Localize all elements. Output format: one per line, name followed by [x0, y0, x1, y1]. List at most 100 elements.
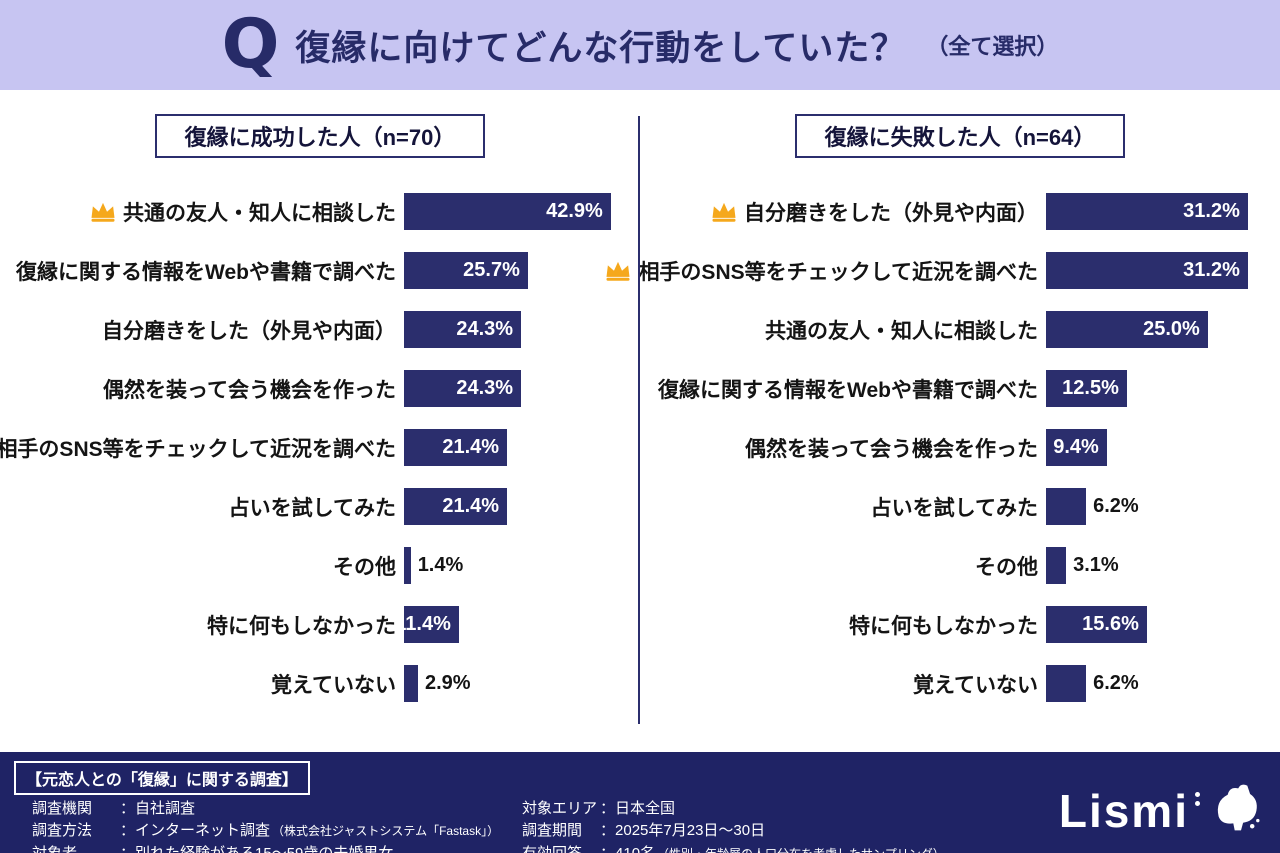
bar — [1046, 488, 1087, 525]
bar-label: 自分磨きをした（外見や内面） — [0, 315, 396, 345]
bar-row: その他 1.4% — [0, 536, 640, 595]
brand-logo-text: Lismi — [1058, 784, 1189, 837]
bar: 24.3% — [404, 370, 522, 407]
detail-label: 対象エリア — [522, 800, 598, 817]
chart-area: 復縁に成功した人（n=70） 共通の友人・知人に相談した 42.9% 復縁に関する情… — [0, 90, 1280, 752]
bar-label: 特に何もしなかった — [640, 610, 1038, 640]
sparkle-dots-icon — [1195, 791, 1200, 806]
bar-value: 6.2% — [1093, 495, 1139, 517]
bar — [404, 665, 418, 702]
bar: 31.2% — [1046, 193, 1248, 230]
bar-value: 21.4% — [442, 436, 500, 458]
crown-icon — [89, 200, 117, 223]
success-panel: 復縁に成功した人（n=70） 共通の友人・知人に相談した 42.9% 復縁に関する情… — [0, 114, 640, 713]
bar-label: 復縁に関する情報をWebや書籍で調べた — [640, 374, 1038, 404]
crown-icon — [604, 259, 632, 282]
survey-footer: 【元恋人との「復縁」に関する調査】 調査機関：自社調査 調査方法：インターネット… — [0, 752, 1280, 853]
bar-label: 偶然を装って会う機会を作った — [0, 374, 396, 404]
bar: 21.4% — [404, 488, 508, 525]
bar-value: 31.2% — [1183, 259, 1240, 281]
failure-panel-title: 復縁に失敗した人（n=64） — [794, 114, 1126, 158]
bar-label: 占いを試してみた — [0, 492, 396, 522]
header-banner: Q 復縁に向けてどんな行動をしていた？ （全て選択） — [0, 0, 1280, 90]
bar-label: 相手のSNS等をチェックして近況を調べた — [0, 433, 396, 463]
survey-detail-row: 対象者 ：別れた経験がある15～59歳の未婚男女 — [32, 844, 522, 853]
detail-value: 日本全国 — [615, 800, 676, 817]
bar-row: 自分磨きをした（外見や内面） 31.2% — [640, 182, 1280, 241]
bar-value: 21.4% — [442, 495, 500, 517]
bar-value: 1.4% — [417, 554, 464, 576]
detail-value: 2025年7月23日～30日 — [615, 822, 766, 840]
bar-label-text: 占いを試してみた — [870, 496, 1038, 520]
bar: 12.5% — [1046, 370, 1127, 407]
bar-label: その他 — [640, 551, 1038, 581]
bar-label-text: 特に何もしなかった — [207, 614, 396, 638]
bar-row: 占いを試してみた 21.4% — [0, 477, 640, 536]
failure-panel-rows: 自分磨きをした（外見や内面） 31.2% 相手のSNS等をチェックして近況を調べた 3… — [606, 182, 1280, 713]
bar-row: 復縁に関する情報をWebや書籍で調べた 25.7% — [0, 241, 640, 300]
bar-row: 共通の友人・知人に相談した 42.9% — [0, 182, 640, 241]
detail-colon: ： — [600, 822, 616, 840]
bar-label: 復縁に関する情報をWebや書籍で調べた — [0, 256, 396, 286]
bar-value: 2.9% — [425, 672, 471, 694]
bar-value: 31.2% — [1183, 200, 1240, 222]
bar-label-text: 占いを試してみた — [228, 496, 396, 520]
detail-label: 有効回答 — [522, 844, 583, 853]
bar-label-text: 自分磨きをした（外見や内面） — [744, 201, 1038, 225]
bar-label-text: 相手のSNS等をチェックして近況を調べた — [638, 260, 1038, 284]
bar-row: 覚えていない 6.2% — [640, 654, 1280, 713]
detail-value: 自社調査 — [135, 800, 196, 817]
bar-label-text: その他 — [975, 555, 1038, 579]
bar-value: 11.4% — [395, 613, 451, 635]
bar-label-text: 共通の友人・知人に相談した — [123, 201, 396, 225]
bar-value: 24.3% — [456, 377, 514, 399]
bar: 21.4% — [404, 429, 508, 466]
bar-row: 特に何もしなかった 11.4% — [0, 595, 640, 654]
failure-panel: 復縁に失敗した人（n=64） 自分磨きをした（外見や内面） 31.2% 相手のSNS… — [606, 114, 1280, 713]
bar-label-text: 覚えていない — [271, 673, 396, 697]
bar-label-text: 偶然を装って会う機会を作った — [103, 378, 396, 402]
detail-note: （株式会社ジャストシステム「Fastask」） — [272, 824, 500, 839]
bar-row: 自分磨きをした（外見や内面） 24.3% — [0, 300, 640, 359]
survey-title: 【元恋人との「復縁」に関する調査】 — [14, 761, 310, 795]
detail-note: （性別・年齢層の人口分布を考慮したサンプリング） — [657, 846, 945, 853]
bar-label-text: 特に何もしなかった — [849, 614, 1038, 638]
bar-row: 共通の友人・知人に相談した 25.0% — [640, 300, 1280, 359]
page-title: 復縁に向けてどんな行動をしていた？ — [295, 28, 907, 68]
bar-label: 覚えていない — [0, 669, 396, 699]
bar — [1046, 547, 1067, 584]
survey-details-right: 対象エリア：日本全国 調査期間： 2025年7月23日～30日 有効回答： 410名… — [522, 799, 945, 853]
bar-label: 特に何もしなかった — [0, 610, 396, 640]
bar-value: 24.3% — [456, 318, 514, 340]
detail-label: 調査期間 — [522, 822, 583, 840]
bar-label-text: 覚えていない — [913, 673, 1038, 697]
survey-detail-row: 調査機関 ：自社調査 — [32, 799, 522, 819]
bar-row: 占いを試してみた 6.2% — [640, 477, 1280, 536]
bar-label-text: 復縁に関する情報をWebや書籍で調べた — [16, 260, 396, 284]
bar-value: 6.2% — [1093, 672, 1139, 694]
bar: 25.0% — [1046, 311, 1208, 348]
bar-row: 偶然を装って会う機会を作った 9.4% — [640, 418, 1280, 477]
detail-label: 調査機関 — [32, 800, 93, 817]
survey-detail-row: 調査方法 ：インターネット調査 （株式会社ジャストシステム「Fastask」） — [32, 821, 522, 841]
bar — [1046, 665, 1087, 702]
bar-label: 共通の友人・知人に相談した — [640, 315, 1038, 345]
detail-value: 別れた経験がある15～59歳の未婚男女 — [135, 844, 394, 853]
bar: 25.7% — [404, 252, 528, 289]
bar-label-text: 共通の友人・知人に相談した — [765, 319, 1038, 343]
bar-label-text: 偶然を装って会う機会を作った — [745, 437, 1038, 461]
bar-label-text: その他 — [333, 555, 396, 579]
brand-logo: Lismi — [1059, 780, 1262, 841]
bar: 11.4% — [395, 606, 459, 643]
detail-colon: ： — [600, 844, 616, 853]
bar-value: 42.9% — [546, 200, 603, 222]
q-logo: Q — [221, 5, 280, 85]
bar-label: 相手のSNS等をチェックして近況を調べた — [606, 256, 1038, 286]
bar-value: 9.4% — [1053, 436, 1099, 458]
detail-value: 410名 — [615, 844, 656, 853]
survey-detail-row: 調査期間 ： 2025年7月23日～30日 — [522, 821, 945, 841]
detail-value: インターネット調査 — [135, 822, 271, 840]
detail-colon: ： — [120, 822, 136, 840]
dog-icon — [1206, 780, 1262, 841]
crown-icon — [710, 200, 738, 223]
